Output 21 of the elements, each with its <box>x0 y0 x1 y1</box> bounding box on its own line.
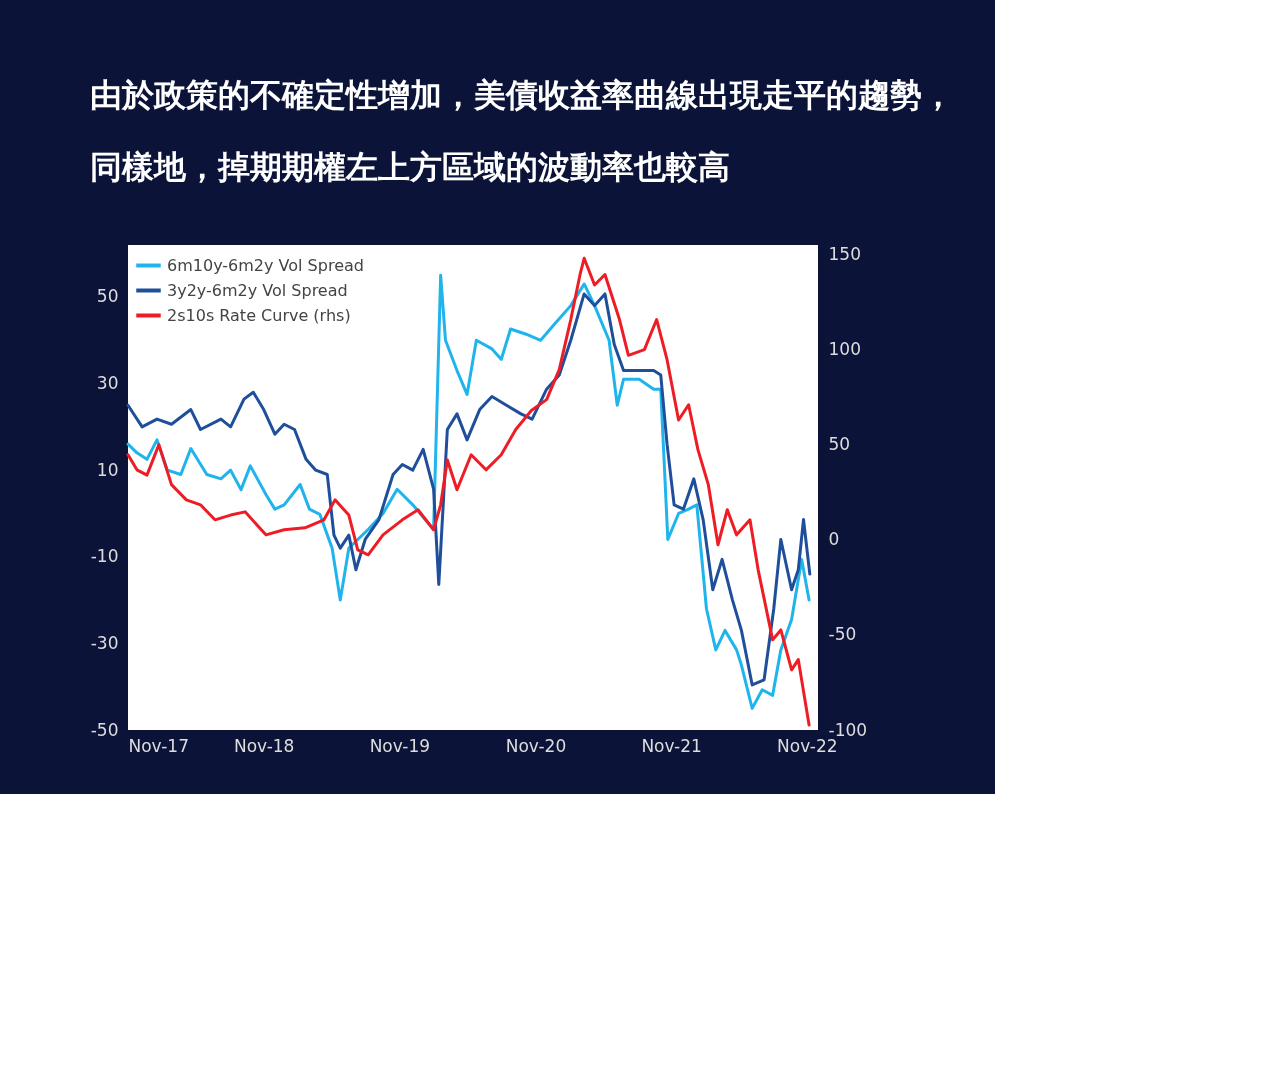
y2-tick-label: -50 <box>828 624 857 645</box>
x-tick-label: Nov-19 <box>369 735 431 756</box>
y2-tick-label: 50 <box>828 434 851 455</box>
x-tick-label: Nov-21 <box>641 735 702 756</box>
chart-title: 由於政策的不確定性增加，美債收益率曲線出現走平的趨勢， <box>90 76 955 114</box>
chart-subtitle: 同樣地，掉期期權左上方區域的波動率也較高 <box>90 148 731 186</box>
y-tick-label: -30 <box>90 632 119 653</box>
y-tick-label: 10 <box>96 459 119 480</box>
legend-label: 2s10s Rate Curve (rhs) <box>167 305 351 325</box>
legend-label: 3y2y-6m2y Vol Spread <box>167 280 348 300</box>
x-tick-label: Nov-17 <box>128 735 189 756</box>
y-tick-label: -50 <box>90 719 119 740</box>
y2-tick-label: 0 <box>828 529 840 550</box>
x-tick-label: Nov-18 <box>233 735 295 756</box>
legend-label: 6m10y-6m2y Vol Spread <box>167 255 364 275</box>
y2-tick-label: 100 <box>828 339 861 360</box>
y-tick-label: 30 <box>96 373 119 394</box>
y-tick-label: -10 <box>90 546 119 567</box>
y-tick-label: 50 <box>96 286 119 307</box>
x-tick-label: Nov-20 <box>505 735 567 756</box>
y2-tick-label: 150 <box>828 244 861 265</box>
